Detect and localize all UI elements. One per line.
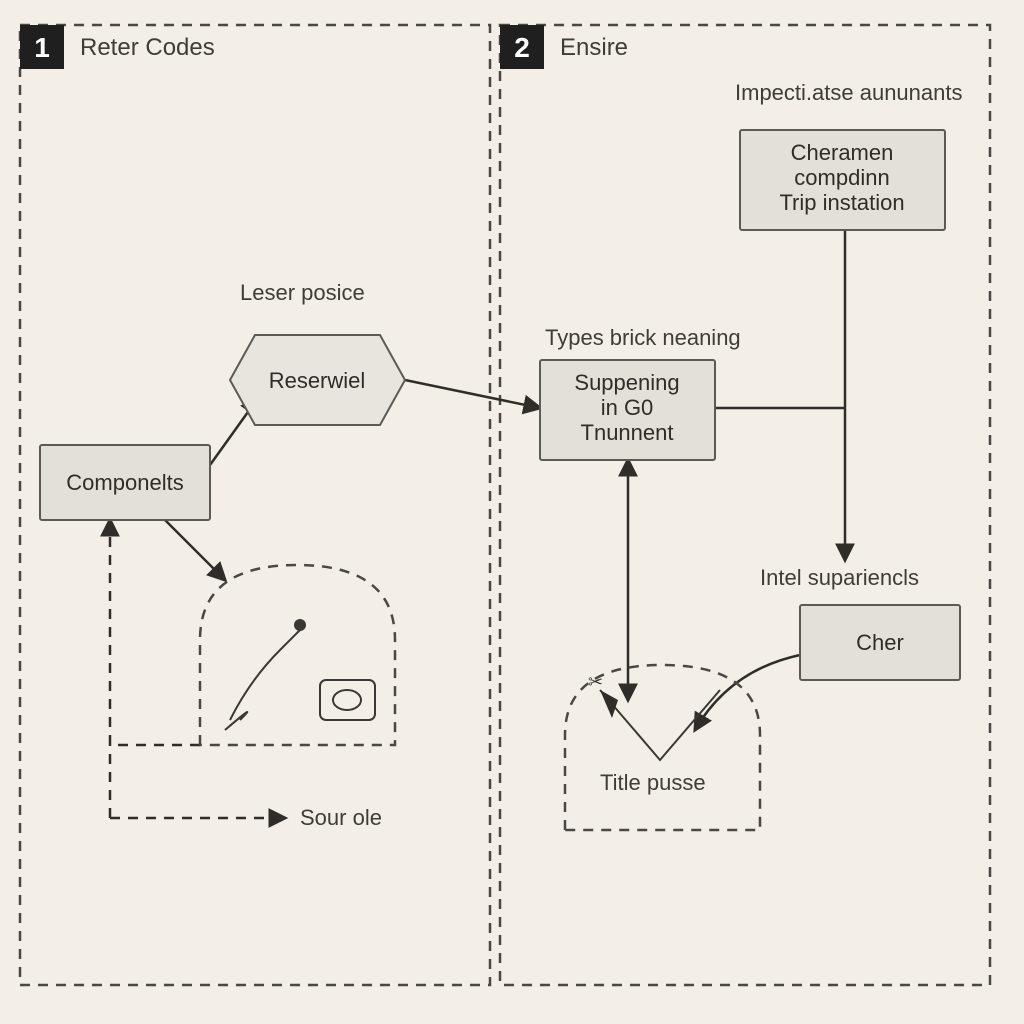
label-impect: Impecti.atse aununants: [735, 80, 962, 105]
edges: [110, 230, 845, 818]
svg-text:Tnunnent: Tnunnent: [581, 420, 674, 445]
svg-text:in G0: in G0: [601, 395, 654, 420]
svg-text:✂: ✂: [588, 672, 603, 692]
svg-text:Reserwiel: Reserwiel: [269, 368, 366, 393]
label-titlepusse: Title pusse: [600, 770, 706, 795]
label-types: Types brick neaning: [545, 325, 741, 350]
label-intel: Intel supariencls: [760, 565, 919, 590]
svg-text:Trip instation: Trip instation: [779, 190, 904, 215]
tools-icon: [225, 619, 375, 730]
panel-2-title: Ensire: [560, 34, 628, 61]
node-componelts: Componelts: [40, 445, 210, 520]
label-sourole: Sour ole: [300, 805, 382, 830]
node-reserwiel: Reserwiel: [230, 335, 405, 425]
node-suppening: Suppening in G0 Tnunnent: [540, 360, 715, 460]
dashed-dome-tools: [200, 565, 395, 745]
svg-text:Cheramen: Cheramen: [791, 140, 894, 165]
node-cheramen: Cheramen compdinn Trip instation: [740, 130, 945, 230]
label-leser: Leser posice: [240, 280, 365, 305]
flowchart-diagram: 1 Reter Codes 2 Ensire Impecti.atse aunu…: [0, 0, 1024, 1024]
dashed-dome-title: ✂: [565, 665, 760, 830]
svg-text:compdinn: compdinn: [794, 165, 889, 190]
node-cher: Cher: [800, 605, 960, 680]
panel-2-badge: 2: [514, 32, 530, 63]
panel-1-title: Reter Codes: [80, 34, 215, 61]
scissors-icon: ✂: [588, 672, 720, 760]
svg-text:Componelts: Componelts: [66, 470, 183, 495]
svg-text:Cher: Cher: [856, 630, 904, 655]
svg-text:Suppening: Suppening: [574, 370, 679, 395]
panel-1-badge: 1: [34, 32, 50, 63]
